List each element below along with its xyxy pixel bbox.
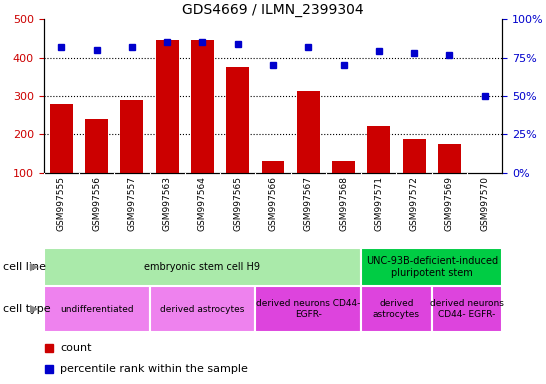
Text: cell line: cell line [3, 262, 46, 272]
Bar [256, 286, 361, 332]
Bar [85, 119, 108, 211]
Text: GSM997566: GSM997566 [269, 177, 277, 232]
Text: cell type: cell type [3, 304, 50, 314]
Bar [156, 40, 179, 211]
Text: derived astrocytes: derived astrocytes [161, 305, 245, 314]
Text: GSM997565: GSM997565 [233, 177, 242, 232]
Text: GSM997563: GSM997563 [163, 177, 171, 232]
Bar [44, 248, 361, 286]
Text: GSM997557: GSM997557 [127, 177, 136, 232]
Text: GSM997570: GSM997570 [480, 177, 489, 232]
Text: UNC-93B-deficient-induced
pluripotent stem: UNC-93B-deficient-induced pluripotent st… [366, 256, 498, 278]
Text: derived neurons
CD44- EGFR-: derived neurons CD44- EGFR- [430, 300, 504, 319]
Bar [150, 286, 256, 332]
Text: GSM997572: GSM997572 [410, 177, 419, 231]
Text: derived neurons CD44-
EGFR-: derived neurons CD44- EGFR- [256, 300, 360, 319]
Bar [402, 139, 425, 211]
Text: GSM997568: GSM997568 [339, 177, 348, 232]
Text: embryonic stem cell H9: embryonic stem cell H9 [145, 262, 260, 272]
Text: GSM997564: GSM997564 [198, 177, 207, 231]
Bar [50, 104, 73, 211]
Text: GSM997555: GSM997555 [57, 177, 66, 232]
Text: derived
astrocytes: derived astrocytes [373, 300, 420, 319]
Text: percentile rank within the sample: percentile rank within the sample [60, 364, 248, 374]
Text: GSM997571: GSM997571 [375, 177, 383, 232]
Bar [226, 67, 249, 211]
Bar [44, 286, 150, 332]
Bar [361, 248, 502, 286]
Bar [367, 126, 390, 211]
Bar [332, 161, 355, 211]
Bar [191, 40, 214, 211]
Text: undifferentiated: undifferentiated [60, 305, 133, 314]
Bar [473, 173, 496, 211]
Bar [121, 100, 144, 211]
Text: GSM997556: GSM997556 [92, 177, 101, 232]
Text: count: count [60, 343, 92, 353]
Text: GSM997569: GSM997569 [445, 177, 454, 232]
Text: ▶: ▶ [29, 262, 38, 272]
Bar [297, 91, 320, 211]
Title: GDS4669 / ILMN_2399304: GDS4669 / ILMN_2399304 [182, 3, 364, 17]
Bar [432, 286, 502, 332]
Bar [438, 144, 461, 211]
Text: ▶: ▶ [29, 304, 38, 314]
Bar [262, 161, 284, 211]
Text: GSM997567: GSM997567 [304, 177, 313, 232]
Bar [361, 286, 432, 332]
